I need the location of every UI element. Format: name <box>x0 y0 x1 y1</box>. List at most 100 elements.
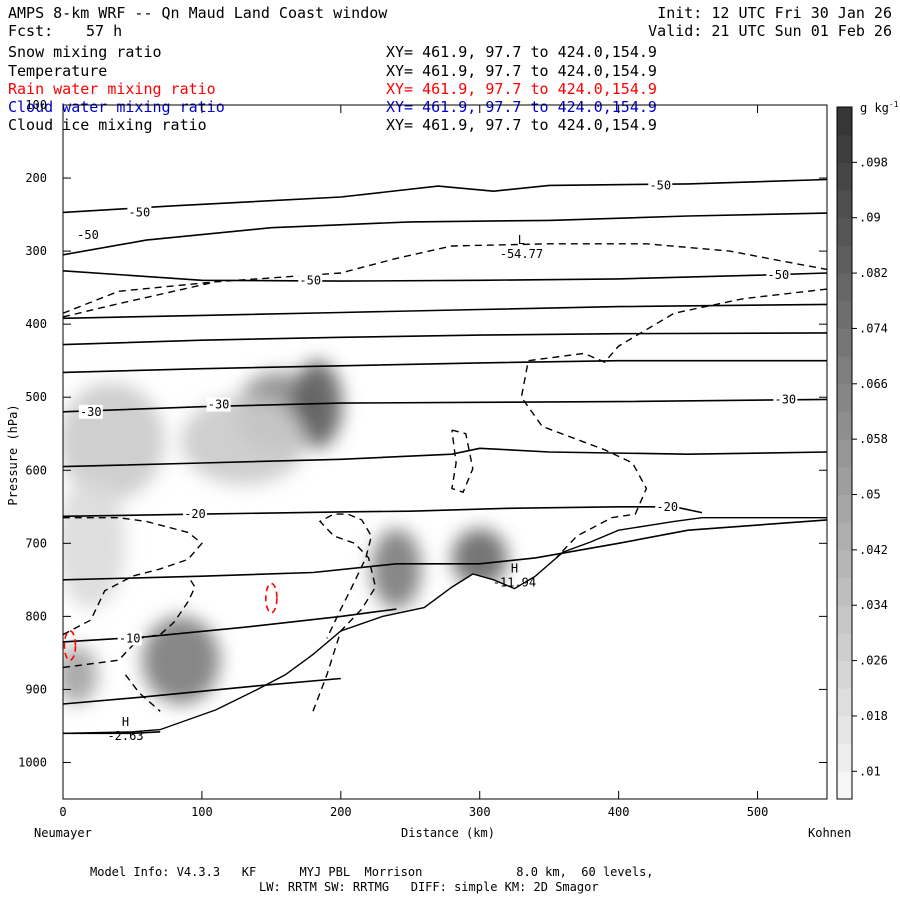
snow-cell-7 <box>371 528 422 610</box>
cloud-ice-contour-2 <box>520 288 827 559</box>
x-tick-label-2: 200 <box>330 805 352 819</box>
colorbar-band-14 <box>837 383 852 412</box>
isotherm-label-7: -30 <box>774 392 796 406</box>
colorbar-unit-base: g kg <box>860 101 889 115</box>
snow-cell-8 <box>451 528 508 588</box>
isotherm-line-0 <box>63 178 827 214</box>
colorbar-band-20 <box>837 217 852 246</box>
isotherm-label-10: -10 <box>119 631 141 645</box>
field-xy-temperature: XY= 461.9, 97.7 to 424.0,154.9 <box>386 62 657 80</box>
y-tick-label-0: 100 <box>25 98 47 112</box>
colorbar-band-17 <box>837 300 852 329</box>
isotherm-label-bg-10 <box>117 631 142 646</box>
extremum-value-0: -54.77 <box>500 247 543 261</box>
snow-cell-6 <box>63 645 98 705</box>
isotherm-label-6: -30 <box>208 398 230 412</box>
isotherm-label-bg-1 <box>648 178 673 193</box>
colorbar-tick-label-8: .074 <box>859 321 888 335</box>
colorbar-band-12 <box>837 439 852 468</box>
snow-cell-0 <box>63 382 165 500</box>
isotherm-label-0: -50 <box>129 205 151 219</box>
isotherm-line-3 <box>63 303 827 320</box>
colorbar-band-4 <box>837 660 852 689</box>
snow-cell-4 <box>181 397 307 485</box>
colorbar-band-21 <box>837 190 852 219</box>
colorbar-unit-exp: -1 <box>889 100 899 109</box>
colorbar-band-11 <box>837 466 852 496</box>
y-tick-label-6: 700 <box>25 536 47 550</box>
y-tick-label-3: 400 <box>25 317 47 331</box>
colorbar-band-19 <box>837 245 852 274</box>
isotherm-label-8: -20 <box>184 507 206 521</box>
x-tick-label-5: 500 <box>747 805 769 819</box>
isotherm-label-bg-8 <box>182 507 207 522</box>
colorbar-band-3 <box>837 688 852 717</box>
isotherm-label-1: -50 <box>649 178 671 192</box>
terrain-fill <box>63 517 827 799</box>
isotherm-label-bg-5 <box>78 404 103 419</box>
isotherm-line-11 <box>63 677 341 705</box>
isotherm-label-bg-2 <box>76 228 101 243</box>
x-tick-label-0: 0 <box>59 805 66 819</box>
colorbar-tick-label-0: .01 <box>859 764 881 778</box>
isotherm-label-4: -50 <box>768 268 790 282</box>
field-name-cloud-water: Cloud water mixing ratio <box>8 98 225 116</box>
x-end-label: Kohnen <box>808 826 851 840</box>
colorbar-tick-label-2: .026 <box>859 654 888 668</box>
colorbar-tick-label-4: .042 <box>859 543 888 557</box>
colorbar-band-15 <box>837 356 852 385</box>
snow-cell-3 <box>292 360 343 449</box>
isotherm-label-bg-6 <box>206 397 231 412</box>
forecast-hours: 57 h <box>86 22 123 40</box>
x-tick-label-1: 100 <box>191 805 213 819</box>
isotherm-line-5 <box>63 359 827 374</box>
terrain-surface-line <box>63 517 827 734</box>
y-tick-label-1: 200 <box>25 171 47 185</box>
plot-frame <box>62 104 828 800</box>
isotherm-line-7 <box>63 447 827 468</box>
isotherm-label-bg-4 <box>766 268 791 283</box>
extremum-type-0: L <box>518 233 525 247</box>
colorbar-band-24 <box>837 107 852 136</box>
colorbar-band-22 <box>837 162 852 191</box>
isotherm-line-9 <box>63 519 827 581</box>
colorbar-frame <box>836 106 853 800</box>
y-tick-label-8: 900 <box>25 682 47 696</box>
model-info-line2: LW: RRTM SW: RRTMG DIFF: simple KM: 2D S… <box>259 880 599 894</box>
colorbar-tick-label-10: .09 <box>859 211 881 225</box>
y-axis-label: Pressure (hPa) <box>6 404 20 505</box>
y-tick-label-5: 600 <box>25 463 47 477</box>
colorbar-tick-label-11: .098 <box>859 155 888 169</box>
field-name-cloud-ice: Cloud ice mixing ratio <box>8 116 207 134</box>
extremum-value-1: -11.94 <box>493 576 536 590</box>
field-xy-rain: XY= 461.9, 97.7 to 424.0,154.9 <box>386 80 657 98</box>
x-axis-label: Distance (km) <box>401 826 495 840</box>
isotherm-label-9: -20 <box>656 500 678 514</box>
colorbar-band-18 <box>837 273 852 302</box>
colorbar-band-7 <box>837 577 852 606</box>
x-tick-label-4: 400 <box>608 805 630 819</box>
rain-water-contour-1 <box>265 582 278 614</box>
valid-time: Valid: 21 UTC Sun 01 Feb 26 <box>648 22 892 40</box>
cloud-ice-contour-1 <box>63 281 216 318</box>
isotherm-label-bg-0 <box>127 205 152 220</box>
colorbar-band-10 <box>837 494 852 523</box>
colorbar-band-0 <box>837 771 852 800</box>
y-tick-label-9: 1000 <box>18 755 47 769</box>
isotherm-label-5: -30 <box>80 405 102 419</box>
colorbar-band-8 <box>837 549 852 579</box>
cloud-ice-contour-7 <box>312 513 377 712</box>
cloud-ice-contour-5 <box>63 575 196 669</box>
x-start-label: Neumayer <box>34 826 92 840</box>
field-xy-cloud-ice: XY= 461.9, 97.7 to 424.0,154.9 <box>386 116 657 134</box>
colorbar-band-13 <box>837 411 852 440</box>
isotherm-label-bg-9 <box>655 499 680 514</box>
colorbar-band-6 <box>837 605 852 634</box>
isotherm-line-4 <box>63 332 827 346</box>
snow-cell-1 <box>63 477 126 610</box>
field-name-rain: Rain water mixing ratio <box>8 80 216 98</box>
extremum-value-2: -2.63 <box>107 729 143 743</box>
field-name-snow: Snow mixing ratio <box>8 43 162 61</box>
colorbar-band-23 <box>837 134 852 163</box>
